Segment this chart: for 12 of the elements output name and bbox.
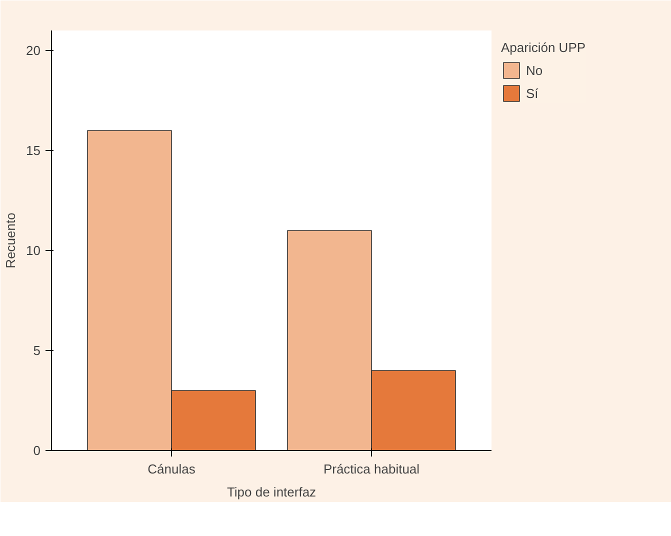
y-tick-label: 5 [33,343,41,358]
x-tick-label: Cánulas [148,462,196,476]
x-tick-label: Práctica habitual [323,462,420,476]
legend-title: Aparición UPP [501,40,586,55]
y-axis-title: Recuento [3,212,18,268]
legend-label: No [526,62,544,78]
y-tick-label: 0 [33,443,41,458]
legend-label: Sí [526,86,540,100]
y-tick-label: 15 [26,143,41,158]
x-axis-title: Tipo de interfaz [226,484,316,500]
y-tick-label: 10 [26,243,41,258]
y-tick-label: 20 [26,43,41,58]
